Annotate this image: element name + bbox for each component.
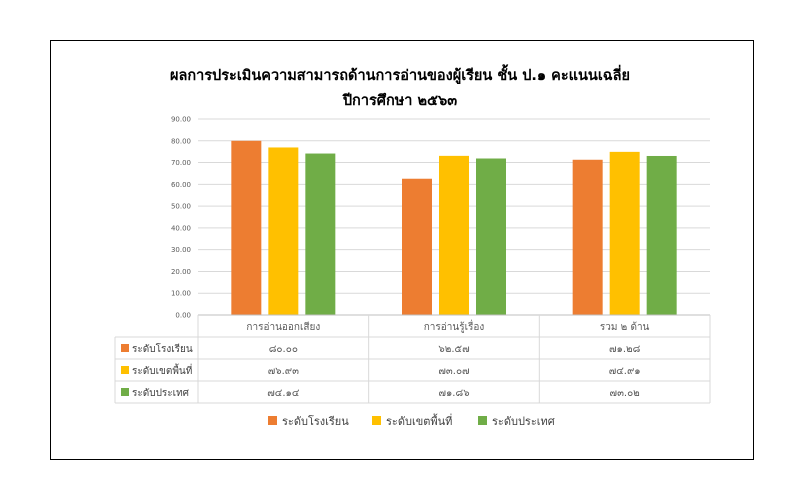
y-tick-label: 10.00 [171,290,191,298]
bar [609,151,640,315]
y-tick-label: 30.00 [171,246,191,254]
table-row-label: ระดับประเทศ [132,388,190,399]
y-tick-label: 60.00 [171,181,191,189]
bar [476,158,506,315]
category-label: รวม ๒ ด้าน [600,321,650,333]
bar [402,178,432,315]
bar [268,147,299,315]
y-tick-label: 40.00 [171,224,191,232]
legend-swatch [478,416,487,425]
table-legend-swatch [121,344,129,352]
table-row-label: ระดับเขตพื้นที่ [132,363,192,377]
category-label: การอ่านออกเสียง [246,321,320,333]
data-cell: ๗๓.๐๗ [438,366,469,377]
data-cell: ๗๑.๘๖ [438,388,469,399]
legend-label: ระดับโรงเรียน [282,414,349,428]
data-cell: ๗๓.๐๒ [610,388,640,399]
table-legend-swatch [121,366,129,374]
y-tick-label: 90.00 [171,116,191,124]
chart-subtitle: ปีการศึกษา ๒๕๖๓ [342,93,458,109]
y-tick-label: 70.00 [171,159,191,167]
table-legend-swatch [121,388,129,396]
data-cell: ๗๑.๒๘ [609,344,641,355]
data-cell: ๗๔.๙๑ [609,366,641,377]
legend-swatch [268,416,277,425]
legend-label: ระดับประเทศ [492,415,555,428]
chart-title: ผลการประเมินความสามารถด้านการอ่านของผู้เ… [169,68,631,84]
bar [646,155,677,315]
data-cell: ๖๒.๕๗ [438,344,469,355]
data-cell: ๗๖.๙๓ [268,366,299,377]
bar [305,153,336,315]
bar [572,159,603,315]
legend-label: ระดับเขตพื้นที่ [386,413,452,428]
category-label: การอ่านรู้เรื่อง [424,319,485,333]
y-tick-label: 20.00 [171,268,191,276]
table-row-label: ระดับโรงเรียน [132,342,193,355]
y-tick-label: 80.00 [171,137,191,145]
y-tick-label: 0.00 [175,312,191,320]
bar [231,140,262,315]
data-cell: ๘๐.๐๐ [269,344,298,355]
bar [439,155,469,315]
data-cell: ๗๔.๑๔ [267,388,300,399]
y-tick-label: 50.00 [171,203,191,211]
legend-swatch [372,416,381,425]
